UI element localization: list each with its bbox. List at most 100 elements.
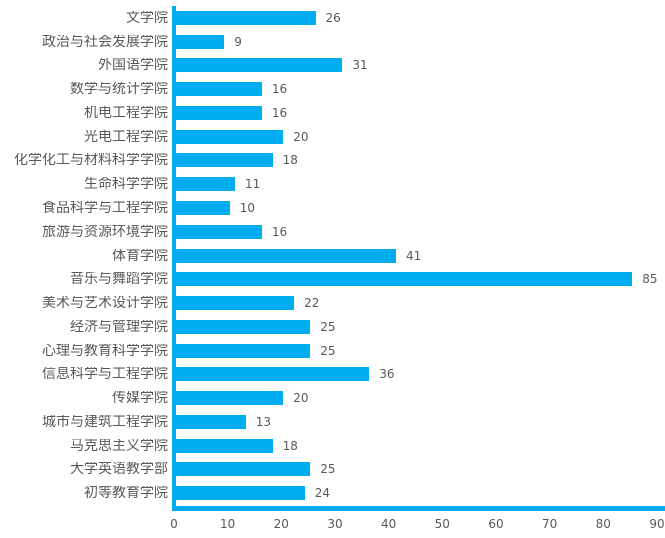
bar-track: 24	[176, 481, 665, 505]
category-label: 美术与艺术设计学院	[42, 296, 168, 311]
bar-track: 20	[176, 125, 665, 149]
x-tick-label: 0	[170, 517, 178, 531]
bar	[176, 82, 262, 97]
bar	[176, 224, 262, 239]
bar-track: 16	[176, 101, 665, 125]
bar-row: 外国语学院 31	[0, 54, 665, 78]
bar-track: 41	[176, 244, 665, 268]
bar	[176, 343, 311, 358]
bar-track: 22	[176, 291, 665, 315]
bar-row: 数学与统计学院 16	[0, 77, 665, 101]
category-label: 心理与教育科学学院	[42, 343, 168, 358]
bar-row: 城市与建筑工程学院 13	[0, 410, 665, 434]
bar-track: 25	[176, 339, 665, 363]
bar-row: 机电工程学院 16	[0, 101, 665, 125]
value-label: 16	[271, 105, 288, 120]
value-label: 20	[293, 129, 309, 144]
bar-row: 音乐与舞蹈学院 85	[0, 267, 665, 291]
value-label: 26	[325, 10, 341, 25]
value-label: 25	[320, 462, 336, 477]
bar-row: 传媒学院 20	[0, 386, 665, 410]
value-label: 20	[293, 391, 309, 406]
bar-track: 25	[176, 458, 665, 482]
bar	[176, 248, 396, 263]
bar-track: 10	[176, 196, 665, 220]
bar	[176, 414, 246, 429]
bar-track: 31	[176, 54, 665, 78]
value-label: 16	[271, 82, 288, 97]
x-tick-label: 90	[649, 517, 665, 531]
bar-row: 光电工程学院 20	[0, 125, 665, 149]
bar-track: 18	[176, 434, 665, 458]
bar	[176, 105, 262, 120]
category-label: 旅游与资源环境学院	[42, 224, 168, 239]
bar-track: 20	[176, 386, 665, 410]
bar-track: 13	[176, 410, 665, 434]
category-label: 数学与统计学院	[70, 82, 168, 97]
category-label: 音乐与舞蹈学院	[70, 272, 168, 287]
bar-row: 体育学院 41	[0, 244, 665, 268]
bar-track: 16	[176, 77, 665, 101]
bar	[176, 296, 295, 311]
bar-track: 25	[176, 315, 665, 339]
bar-row: 化学化工与材料科学学院 18	[0, 149, 665, 173]
bar	[176, 391, 284, 406]
value-label: 18	[282, 438, 298, 453]
value-label: 9	[234, 34, 242, 49]
bar-track: 26	[176, 6, 665, 30]
category-label: 光电工程学院	[84, 129, 168, 144]
bar-track: 18	[176, 149, 665, 173]
value-label: 13	[255, 414, 272, 429]
bar	[176, 438, 273, 453]
bar-track: 36	[176, 362, 665, 386]
bar-row: 生命科学学院 11	[0, 172, 665, 196]
x-tick-label: 40	[381, 517, 397, 531]
bar-row: 信息科学与工程学院 36	[0, 362, 665, 386]
bar-row: 马克思主义学院 18	[0, 434, 665, 458]
category-label: 文学院	[126, 10, 168, 25]
x-tick-label: 20	[273, 517, 289, 531]
value-label: 31	[352, 58, 368, 73]
category-label: 大学英语教学部	[70, 462, 168, 477]
bar	[176, 486, 305, 501]
bar-row: 初等教育学院 24	[0, 481, 665, 505]
bar	[176, 319, 311, 334]
x-tick-label: 60	[488, 517, 504, 531]
bar-row: 美术与艺术设计学院 22	[0, 291, 665, 315]
value-label: 22	[304, 296, 320, 311]
value-label: 24	[314, 486, 331, 501]
category-label: 初等教育学院	[84, 486, 168, 501]
value-label: 16	[271, 224, 288, 239]
value-label: 25	[320, 319, 336, 334]
category-label: 政治与社会发展学院	[42, 34, 168, 49]
value-label: 41	[406, 248, 422, 263]
x-axis-line	[172, 506, 665, 511]
bar	[176, 462, 311, 477]
bar	[176, 58, 343, 73]
bar-track: 16	[176, 220, 665, 244]
category-label: 经济与管理学院	[70, 319, 168, 334]
value-label: 10	[239, 201, 255, 215]
bar-row: 食品科学与工程学院 10	[0, 196, 665, 220]
bar-track: 9	[176, 30, 665, 54]
bar	[176, 367, 370, 382]
x-tick-label: 80	[595, 517, 611, 531]
x-tick-label: 50	[434, 517, 450, 531]
bar	[176, 201, 230, 215]
category-label: 食品科学与工程学院	[42, 201, 168, 215]
bar	[176, 177, 235, 192]
x-tick-label: 30	[327, 517, 343, 531]
value-label: 36	[379, 367, 395, 382]
category-label: 生命科学学院	[84, 177, 168, 192]
category-label: 马克思主义学院	[70, 438, 168, 453]
x-axis-tick-labels: 0 10 20 30 40 50 60 70 80 90	[170, 517, 665, 533]
category-label: 化学化工与材料科学学院	[14, 153, 168, 168]
value-label: 18	[282, 153, 298, 168]
bar-row: 文学院 26	[0, 6, 665, 30]
bar-track: 11	[176, 172, 665, 196]
category-label: 体育学院	[112, 248, 168, 263]
bar-track: 85	[176, 267, 665, 291]
bar-row: 政治与社会发展学院 9	[0, 30, 665, 54]
value-label: 11	[245, 177, 261, 192]
